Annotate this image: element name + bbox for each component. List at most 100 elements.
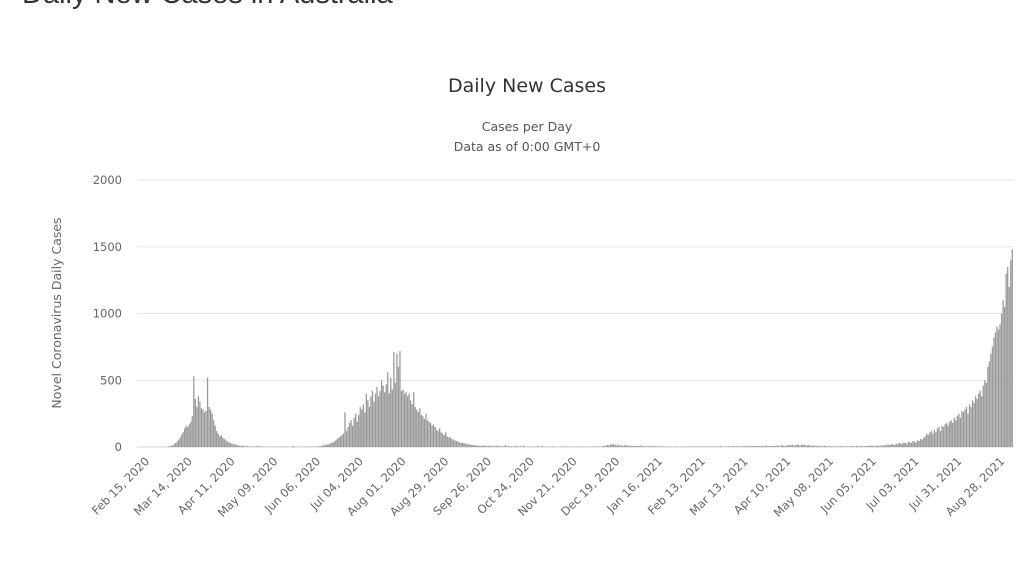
bar: [869, 446, 871, 447]
bar: [171, 445, 174, 447]
bar: [993, 337, 995, 447]
bar: [336, 438, 338, 447]
bar: [904, 442, 907, 447]
bar: [176, 441, 178, 447]
bar: [799, 445, 801, 447]
bar: [894, 444, 896, 447]
bar: [949, 421, 951, 447]
bar: [800, 444, 803, 447]
bar: [625, 444, 627, 447]
bar: [784, 445, 786, 447]
bar: [976, 398, 978, 447]
bar: [651, 446, 653, 447]
bar: [536, 446, 539, 447]
bar: [355, 413, 357, 447]
bar: [213, 420, 215, 447]
bar: [431, 425, 433, 447]
bar: [610, 444, 612, 447]
bar: [907, 441, 910, 447]
bar: [437, 430, 439, 447]
bar: [814, 446, 816, 447]
bar: [973, 402, 975, 447]
bar: [425, 413, 427, 447]
bar: [493, 446, 496, 447]
bar: [180, 434, 183, 447]
bar: [803, 445, 806, 447]
bar: [900, 443, 902, 447]
bar: [985, 382, 987, 447]
bar: [735, 446, 737, 447]
bar: [936, 428, 939, 447]
bar: [910, 442, 913, 447]
bar: [202, 409, 204, 447]
bar: [242, 445, 244, 447]
bar: [788, 444, 790, 447]
bar: [501, 446, 503, 447]
bar: [200, 408, 203, 447]
bar: [617, 444, 619, 447]
bar: [761, 445, 763, 447]
bar: [858, 446, 861, 447]
bar: [351, 425, 354, 447]
bar: [968, 404, 971, 447]
bar: [756, 446, 758, 447]
bar: [391, 389, 393, 447]
bar: [432, 424, 435, 447]
bar: [345, 430, 348, 447]
bar: [950, 420, 952, 447]
bar: [593, 446, 595, 447]
bar: [875, 445, 878, 447]
bar: [365, 393, 368, 447]
bar: [512, 446, 514, 447]
bar: [895, 443, 897, 447]
bar: [458, 442, 461, 447]
bar: [762, 446, 765, 447]
bar: [373, 401, 375, 447]
bar: [495, 445, 497, 447]
bar: [791, 444, 794, 447]
bar: [955, 420, 957, 447]
bar: [866, 446, 868, 447]
bar: [173, 444, 175, 447]
bar: [825, 446, 827, 447]
bar: [388, 393, 390, 447]
bar: [913, 441, 916, 447]
bar: [831, 446, 833, 447]
bar: [978, 393, 980, 447]
bar: [379, 390, 381, 447]
bar: [333, 441, 335, 447]
bar: [768, 446, 771, 447]
bar: [829, 446, 832, 447]
bar: [994, 332, 997, 447]
bar: [658, 446, 661, 447]
bar: [929, 432, 931, 447]
bar: [321, 445, 323, 447]
bar: [170, 445, 172, 447]
bar: [991, 346, 994, 447]
bar: [541, 445, 543, 447]
bar: [898, 442, 900, 447]
bar: [190, 421, 192, 447]
bar: [889, 445, 891, 447]
bar: [852, 446, 855, 447]
bar: [820, 445, 823, 447]
bar: [646, 446, 648, 447]
bar: [727, 446, 729, 447]
bar: [861, 446, 864, 447]
bar: [1003, 306, 1006, 447]
bar: [219, 436, 221, 447]
bar: [996, 326, 998, 447]
bar: [486, 446, 488, 447]
bar: [327, 444, 329, 447]
bar: [545, 446, 548, 447]
bar: [203, 412, 206, 447]
bar: [339, 436, 342, 447]
bar: [535, 446, 537, 447]
bar: [805, 445, 807, 447]
bar: [849, 446, 852, 447]
bar: [634, 445, 636, 447]
bar: [652, 446, 655, 447]
bar: [811, 445, 813, 447]
bar: [229, 442, 232, 447]
bar: [422, 416, 424, 447]
